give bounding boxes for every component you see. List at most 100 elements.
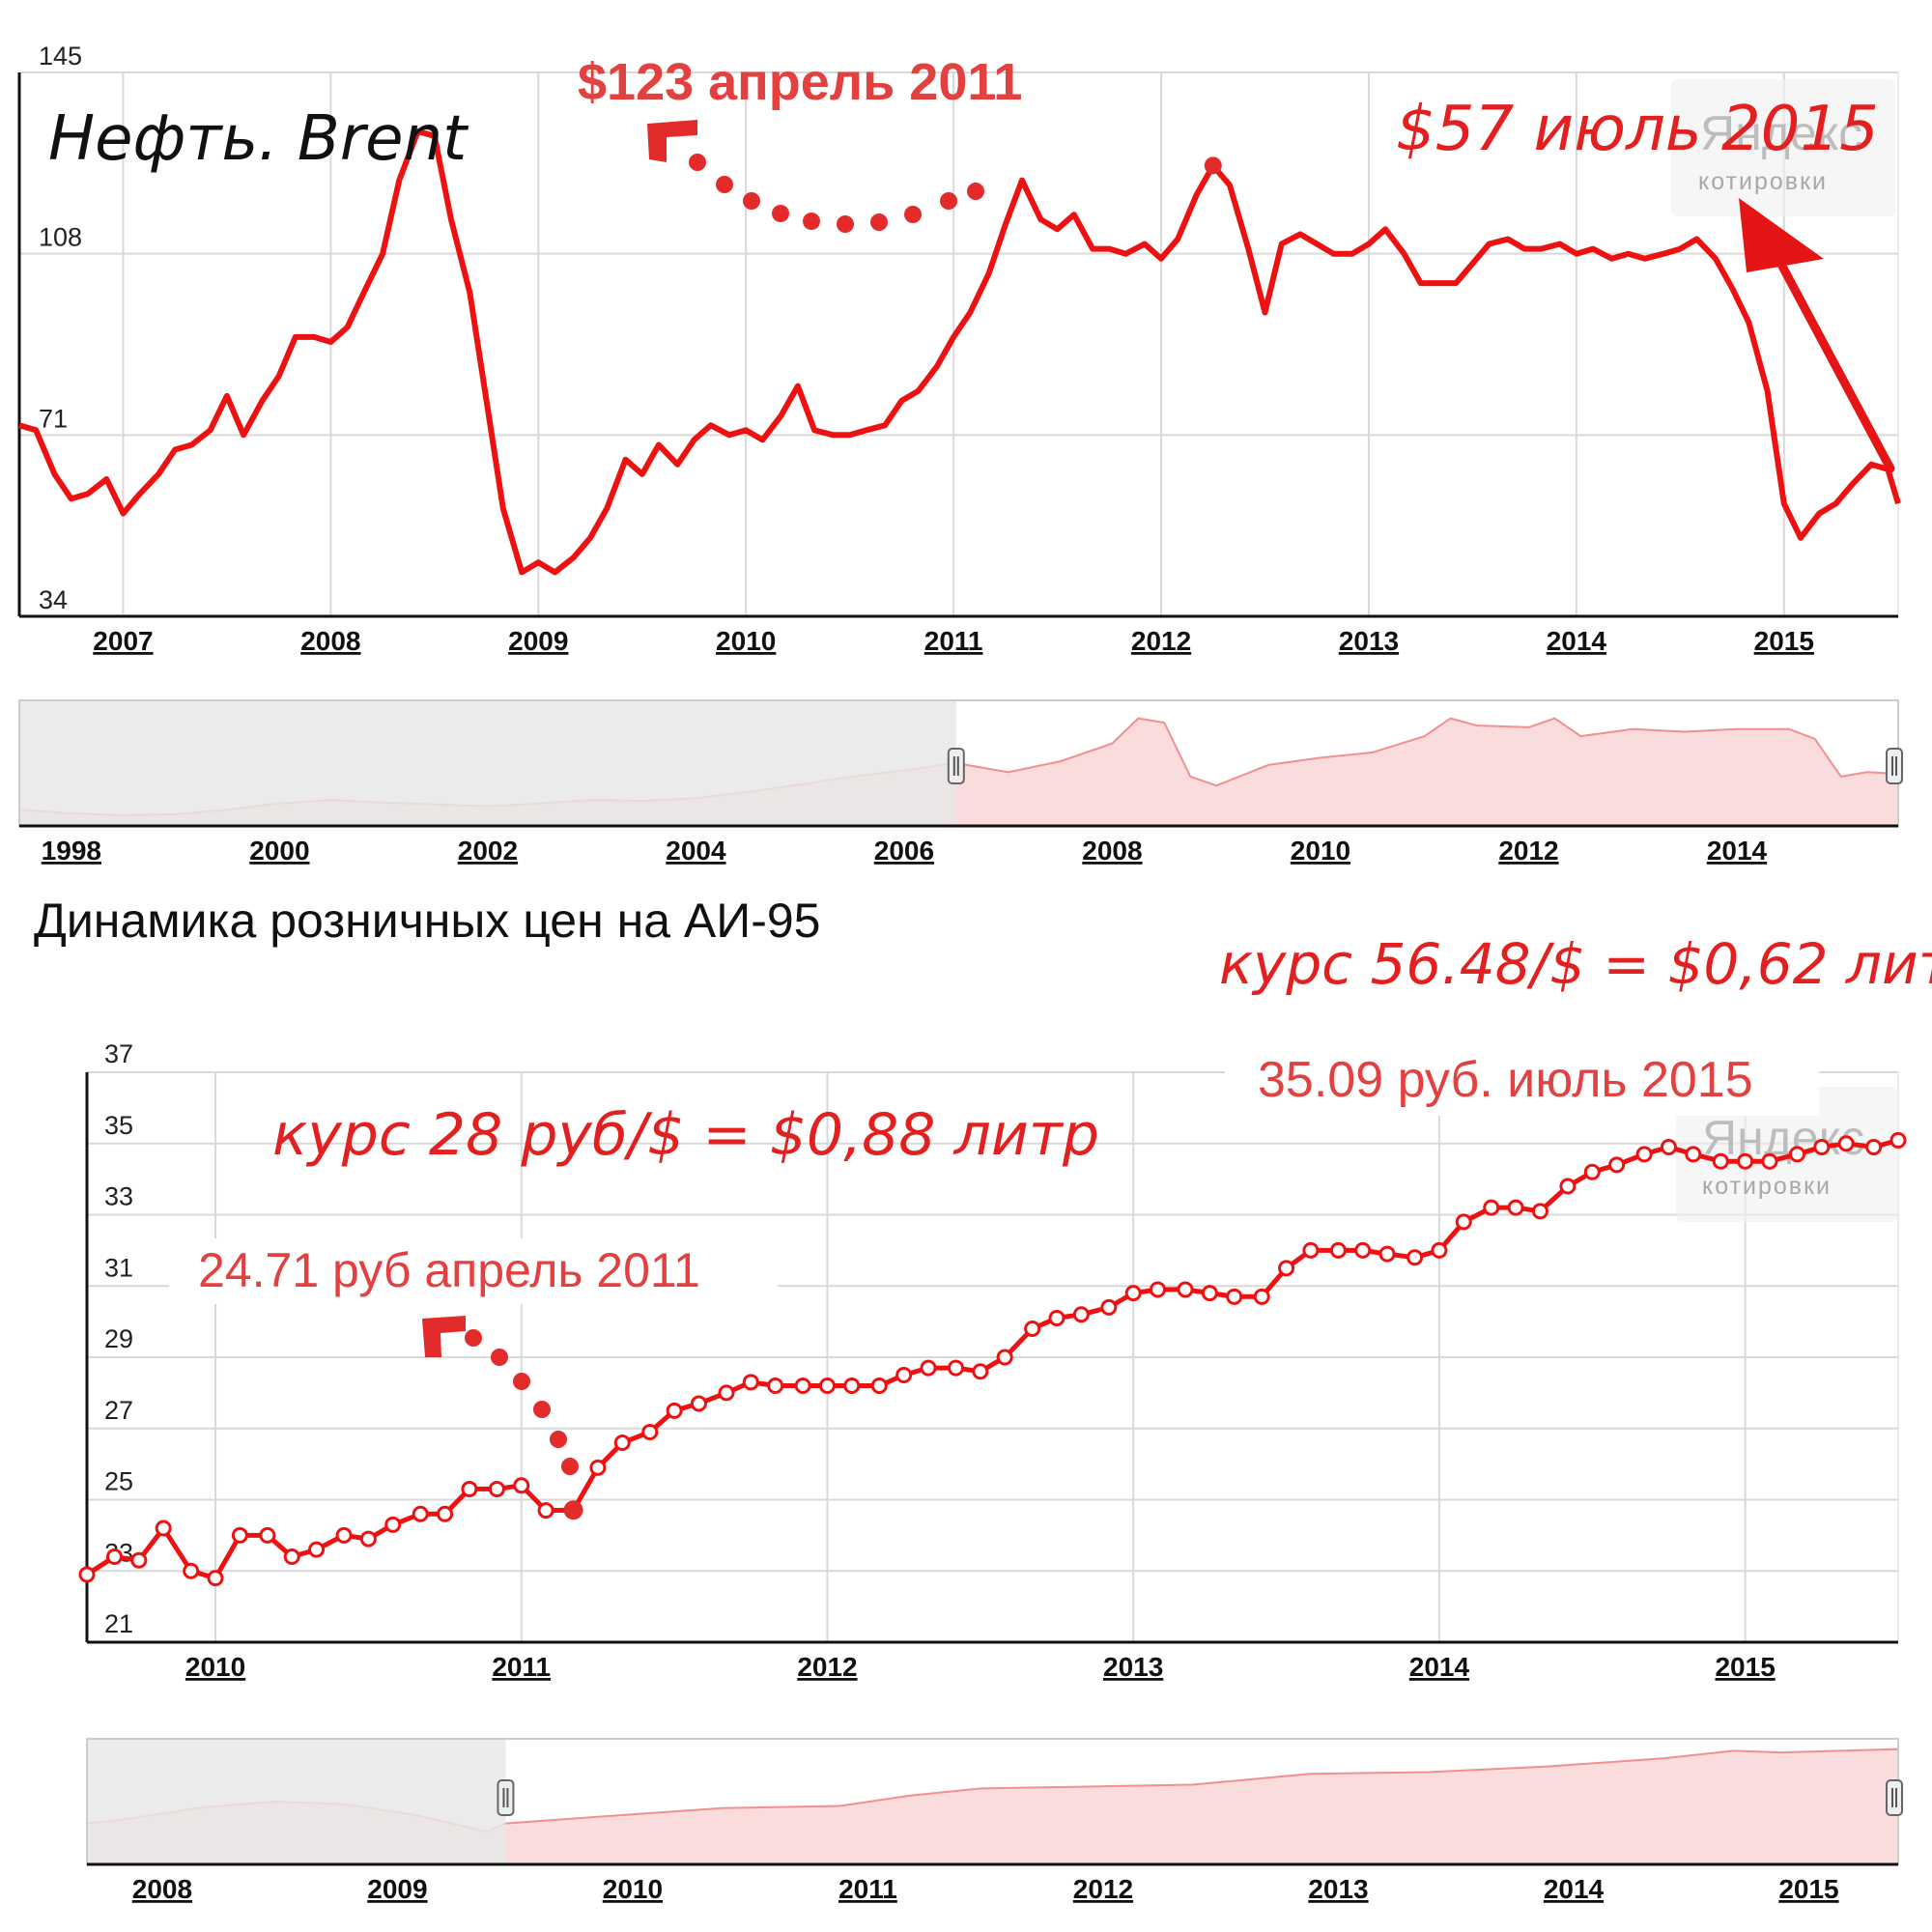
brent-price-line — [18, 128, 1901, 576]
brent-peak-arrow — [647, 120, 984, 233]
petrol-y-tick-label: 37 — [104, 1039, 133, 1068]
petrol-data-point — [589, 1459, 607, 1476]
brent-navigator-x-axis: 1998 2000 2002 2004 2006 2008 2010 2012 2014 — [42, 836, 1768, 866]
petrol-y-tick-label: 29 — [104, 1324, 133, 1353]
nav1-unselected-mask — [19, 700, 956, 826]
arrow-dot — [743, 192, 760, 210]
brent-x-tick-label: 2007 — [93, 626, 153, 656]
petrol-series — [78, 1131, 1907, 1587]
watermark-brand: Яндекс — [1700, 106, 1862, 160]
nav2-left-handle[interactable] — [497, 1779, 515, 1816]
brent-x-tick-label: 2013 — [1339, 626, 1399, 656]
brent-y-axis: 145 108 71 34 — [39, 42, 82, 614]
brent-watermark: Яндекс котировки — [1671, 79, 1895, 216]
nav1-x-tick-label: 2004 — [666, 836, 726, 866]
petrol-data-point — [207, 1570, 224, 1587]
petrol-data-point — [1124, 1285, 1142, 1302]
watermark-sub-2: котировки — [1702, 1173, 1832, 1200]
petrol-data-point — [412, 1505, 429, 1522]
nav1-x-tick-label: 2010 — [1291, 836, 1350, 866]
petrol-last-label-bg — [1225, 1048, 1819, 1116]
petrol-data-point — [106, 1548, 124, 1565]
arrow-dot — [837, 215, 854, 233]
petrol-title: Динамика розничных цен на АИ-95 — [34, 894, 820, 948]
petrol-data-point — [1072, 1306, 1090, 1323]
petrol-gridlines — [85, 1071, 1899, 1644]
arrow-dot — [550, 1431, 567, 1448]
petrol-data-point — [1483, 1199, 1500, 1216]
petrol-data-point — [437, 1505, 454, 1522]
petrol-data-point — [384, 1516, 402, 1533]
brent-y-tick-label: 108 — [39, 223, 82, 252]
petrol-low-label-bg — [169, 1238, 778, 1304]
brent-navigator[interactable] — [18, 699, 1903, 828]
petrol-data-point — [996, 1349, 1013, 1366]
arrow-dot — [561, 1458, 579, 1475]
nav1-x-tick-label: 2002 — [458, 836, 518, 866]
petrol-rate-new-annotation: курс 56.48/$ = $0,62 литр — [1219, 931, 1932, 997]
petrol-x-tick-label: 2012 — [797, 1652, 857, 1682]
nav2-right-handle[interactable] — [1886, 1779, 1903, 1816]
petrol-data-point — [1865, 1138, 1883, 1155]
nav1-x-tick-label: 2000 — [249, 836, 309, 866]
nav1-left-handle[interactable] — [947, 748, 965, 784]
petrol-data-point — [1048, 1309, 1065, 1326]
petrol-data-point — [335, 1526, 353, 1544]
arrow-dot — [940, 192, 957, 210]
brent-peak-annotation: $123 апрель 2011 — [578, 53, 1022, 111]
petrol-data-point — [1455, 1213, 1472, 1231]
brent-peak-point — [1204, 156, 1222, 175]
petrol-data-point — [1737, 1152, 1754, 1170]
petrol-data-point — [1226, 1288, 1243, 1305]
brent-title: Нефть. Brent — [48, 103, 469, 175]
petrol-data-point — [1583, 1163, 1601, 1180]
petrol-data-point — [1354, 1241, 1372, 1259]
nav2-x-tick-label: 2010 — [603, 1874, 663, 1904]
drop-arrow-head — [1739, 198, 1824, 272]
nav2-x-tick-label: 2013 — [1308, 1874, 1368, 1904]
petrol-data-point — [794, 1378, 811, 1394]
petrol-x-tick-label: 2015 — [1715, 1652, 1775, 1682]
petrol-data-point — [1150, 1281, 1167, 1298]
petrol-x-tick-label: 2010 — [185, 1652, 245, 1682]
petrol-low-annotation: 24.71 руб апрель 2011 — [198, 1243, 700, 1297]
petrol-price-line — [85, 1137, 1899, 1581]
arrow-dot — [803, 213, 820, 230]
petrol-data-point — [641, 1423, 659, 1440]
petrol-data-point — [1788, 1146, 1805, 1163]
arrow-dot — [533, 1401, 551, 1418]
petrol-data-point — [1177, 1281, 1194, 1298]
petrol-y-tick-label: 35 — [104, 1111, 133, 1140]
petrol-data-point — [1253, 1288, 1270, 1305]
petrol-navigator[interactable] — [86, 1738, 1903, 1866]
nav2-x-tick-label: 2011 — [838, 1874, 897, 1904]
nav1-x-tick-label: 1998 — [42, 836, 101, 866]
brent-x-axis: 2007 2008 2009 2010 2011 2012 2013 2014 2015 — [93, 626, 1814, 656]
petrol-data-point — [767, 1378, 784, 1394]
petrol-data-point — [537, 1502, 554, 1520]
petrol-data-point — [1712, 1152, 1729, 1170]
petrol-data-point — [1837, 1135, 1855, 1152]
petrol-data-point — [895, 1366, 913, 1383]
brent-x-tick-label: 2014 — [1547, 626, 1607, 656]
petrol-data-point — [613, 1435, 631, 1451]
brent-x-tick-label: 2011 — [924, 626, 983, 656]
brent-x-tick-label: 2009 — [508, 626, 568, 656]
petrol-x-tick-label: 2011 — [492, 1652, 551, 1682]
petrol-y-tick-label: 27 — [104, 1396, 133, 1425]
watermark-sub: котировки — [1698, 168, 1828, 195]
brent-series — [18, 128, 1901, 576]
petrol-data-point — [1507, 1199, 1524, 1216]
petrol-data-point — [1302, 1241, 1320, 1259]
arrow-dot — [904, 206, 922, 223]
petrol-data-point — [1635, 1146, 1653, 1163]
petrol-x-tick-label: 2013 — [1103, 1652, 1163, 1682]
nav1-x-tick-label: 2006 — [874, 836, 934, 866]
petrol-data-point — [78, 1566, 96, 1583]
petrol-data-point — [155, 1520, 172, 1537]
brent-y-tick-label: 145 — [39, 42, 82, 71]
nav1-right-handle[interactable] — [1886, 748, 1903, 784]
petrol-y-axis: 373533312927252321 — [104, 1039, 133, 1638]
petrol-data-point — [1378, 1245, 1396, 1263]
petrol-data-point — [947, 1359, 964, 1377]
